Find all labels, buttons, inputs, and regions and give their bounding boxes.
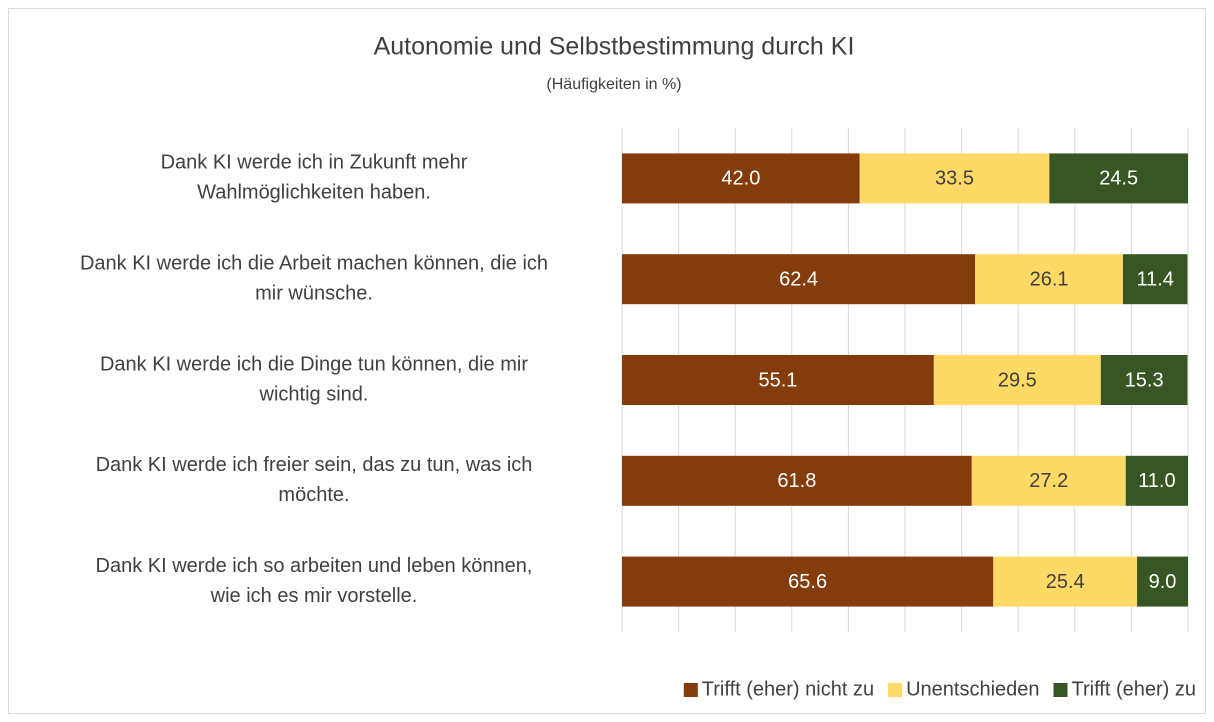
- legend-swatch: [888, 683, 903, 697]
- bar-segment: [622, 455, 972, 506]
- bar-segment: [622, 153, 860, 204]
- bar-segment: [971, 455, 1126, 506]
- bar-segment: [622, 556, 994, 607]
- y-tick-label: mir wünsche.: [255, 282, 373, 304]
- value-label: 42.0: [721, 168, 760, 190]
- value-label: 27.2: [1029, 470, 1068, 492]
- value-label: 65.6: [788, 571, 827, 593]
- legend-swatch: [683, 683, 698, 697]
- value-label: 26.1: [1030, 268, 1069, 290]
- value-label: 33.5: [935, 168, 974, 190]
- y-tick-label: Dank KI werde ich die Arbeit machen könn…: [80, 252, 548, 274]
- value-label: 25.4: [1046, 571, 1085, 593]
- bar-segment: [1137, 556, 1188, 607]
- bar-segment: [622, 355, 934, 405]
- bar-segment: [622, 254, 976, 305]
- value-label: 61.8: [777, 470, 816, 492]
- y-tick-label: wichtig sind.: [259, 383, 369, 405]
- bar-segment: [1049, 153, 1188, 204]
- bar-segment: [933, 355, 1101, 405]
- bar-segment: [859, 153, 1050, 204]
- legend-label: Trifft (eher) nicht zu: [702, 678, 874, 700]
- value-label: 9.0: [1149, 571, 1177, 593]
- legend-swatch: [1053, 683, 1068, 697]
- y-tick-label: Dank KI werde ich so arbeiten und leben …: [96, 555, 533, 577]
- value-label: 55.1: [758, 369, 797, 391]
- y-tick-label: Wahlmöglichkeiten haben.: [197, 182, 431, 204]
- y-tick-label: Dank KI werde ich die Dinge tun können, …: [100, 353, 528, 375]
- value-label: 11.0: [1138, 470, 1175, 492]
- y-tick-label: möchte.: [278, 484, 349, 506]
- value-label: 62.4: [779, 268, 818, 290]
- legend-label: Unentschieden: [906, 678, 1039, 700]
- bar-segment: [1100, 355, 1188, 405]
- bar-segment: [1125, 455, 1188, 506]
- legend-label: Trifft (eher) zu: [1072, 678, 1196, 700]
- bar-segment: [1122, 254, 1188, 305]
- value-label: 15.3: [1125, 369, 1164, 391]
- bar-segment: [975, 254, 1123, 305]
- chart-title: Autonomie und Selbstbestimmung durch KI: [374, 33, 855, 61]
- y-tick-label: wie ich es mir vorstelle.: [210, 585, 418, 607]
- bar-segment: [993, 556, 1138, 607]
- value-label: 29.5: [998, 369, 1037, 391]
- value-label: 11.4: [1136, 268, 1173, 290]
- chart-subtitle: (Häufigkeiten in %): [546, 76, 681, 93]
- y-tick-label: Dank KI werde ich freier sein, das zu tu…: [96, 454, 533, 476]
- value-label: 24.5: [1099, 168, 1138, 190]
- y-tick-label: Dank KI werde ich in Zukunft mehr: [161, 152, 468, 174]
